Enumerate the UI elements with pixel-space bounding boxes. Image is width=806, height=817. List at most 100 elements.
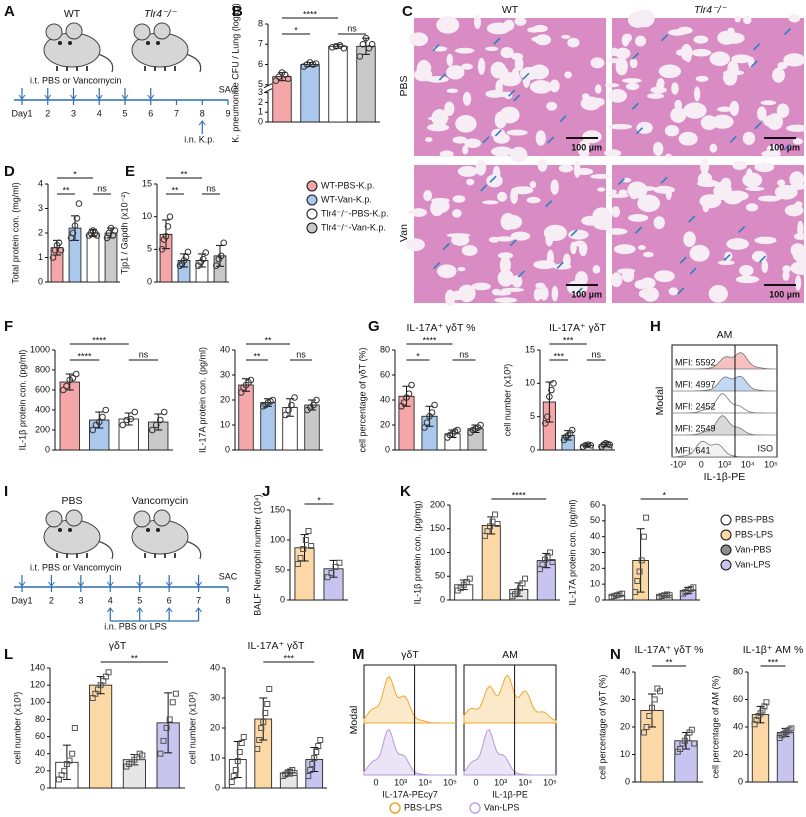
arrowhead [95,94,103,100]
alveolus [506,129,528,136]
y-tick-label: 0 [595,594,600,604]
data-point [234,758,241,764]
alveolus [431,197,450,204]
alveolus [731,54,752,64]
alveolus [446,65,465,80]
y-axis-label: K. pneumoniae CFU / Lung (log10) [230,3,240,143]
legend-marker [720,559,732,571]
alveolus [490,91,513,98]
alveolus [668,29,687,36]
y-tick-label: 10 [620,749,630,759]
arrow-mark [513,94,521,102]
alveolus [457,165,478,177]
y-tick-label: 0 [440,594,445,604]
alveolus [643,251,654,258]
data-point [160,737,167,744]
alveolus [500,287,525,292]
y-axis-label: IL-17A protein con. (pg/ml) [197,347,207,453]
alveolus [729,100,740,116]
legend-label: Tlr4⁻/⁻-Van-K.p. [321,222,386,232]
arrowhead [106,607,114,613]
arrow-mark [522,72,530,80]
alveolus [431,109,449,127]
group-label: Tlr4⁻/⁻ [144,8,178,20]
arrow-mark [660,34,669,42]
alveolus [527,27,541,33]
alveolus [533,288,542,301]
arrowhead [18,94,26,100]
alveolus [697,171,713,187]
row-label: Van [398,224,410,242]
day-label: Day1 [11,595,32,605]
arrow-mark [750,60,758,68]
bar [86,232,100,283]
legend-label: PBS-PBS [735,514,774,524]
data-point [156,416,164,424]
data-point [640,533,647,540]
bar [260,402,276,451]
mouse-eye [68,41,72,45]
data-point [282,411,289,419]
alveolus [497,252,514,259]
y-axis-label: cell number (x10³) [502,364,512,437]
arrow-mark [556,261,564,269]
sig-label: ns [206,183,216,193]
arrow-mark [754,122,762,130]
data-point [256,737,263,743]
alveolus [745,186,765,191]
sig-label: * [416,351,420,361]
alveolus [656,81,664,88]
data-point [176,262,184,269]
sig-label: * [317,495,321,505]
arrow-mark [783,143,791,151]
day-label: 5 [137,595,142,605]
sig-label: *** [768,657,779,667]
data-point [632,589,639,596]
flow-tick-label: 10⁴ [518,777,532,787]
data-point [63,382,70,390]
alveolus [790,261,806,275]
panel-letter: H [650,318,661,335]
mfi-label: MFI: 5592 [675,357,716,367]
alveolus [638,288,658,299]
alveolus [635,35,646,47]
arrow-mark [679,256,687,264]
iso-label: ISO [757,443,773,453]
data-point [753,717,760,724]
y-axis-label: Tjp1 / Gapdh (x10⁻²) [119,192,129,275]
histogram [463,674,557,724]
alveolus [477,57,486,75]
y-tick-label: 40 [220,344,230,354]
arrow-mark [480,184,488,192]
chart-title: IL-1β⁺ AM % [743,644,804,656]
data-point [285,406,292,414]
flow-tick-label: 0 [699,459,704,469]
flow-tick-label: 10⁵ [764,459,778,469]
sig-label: **** [512,490,527,500]
error-bar [164,692,173,754]
data-point [688,726,695,733]
alveolus [568,229,589,240]
legend-marker [306,208,318,220]
data-point [428,409,436,416]
alveolus [499,106,520,124]
alveolus [592,97,605,107]
data-point [313,749,320,755]
data-point [548,386,555,394]
data-point [309,761,316,767]
micrograph [414,18,606,156]
flow-tick-label: 10⁵ [443,777,457,787]
data-point [405,390,413,398]
mouse-eye [156,41,160,45]
data-point [139,752,146,759]
y-tick-label: 10 [142,211,152,221]
data-point [93,232,101,239]
y-tick-label: 20 [380,419,390,429]
alveolus [549,79,560,93]
alveolus [592,217,616,231]
alveolus [510,231,531,241]
alveolus [452,136,468,144]
flow-title: γδT [401,649,419,661]
legend-marker [306,180,318,192]
alveolus [590,57,605,69]
